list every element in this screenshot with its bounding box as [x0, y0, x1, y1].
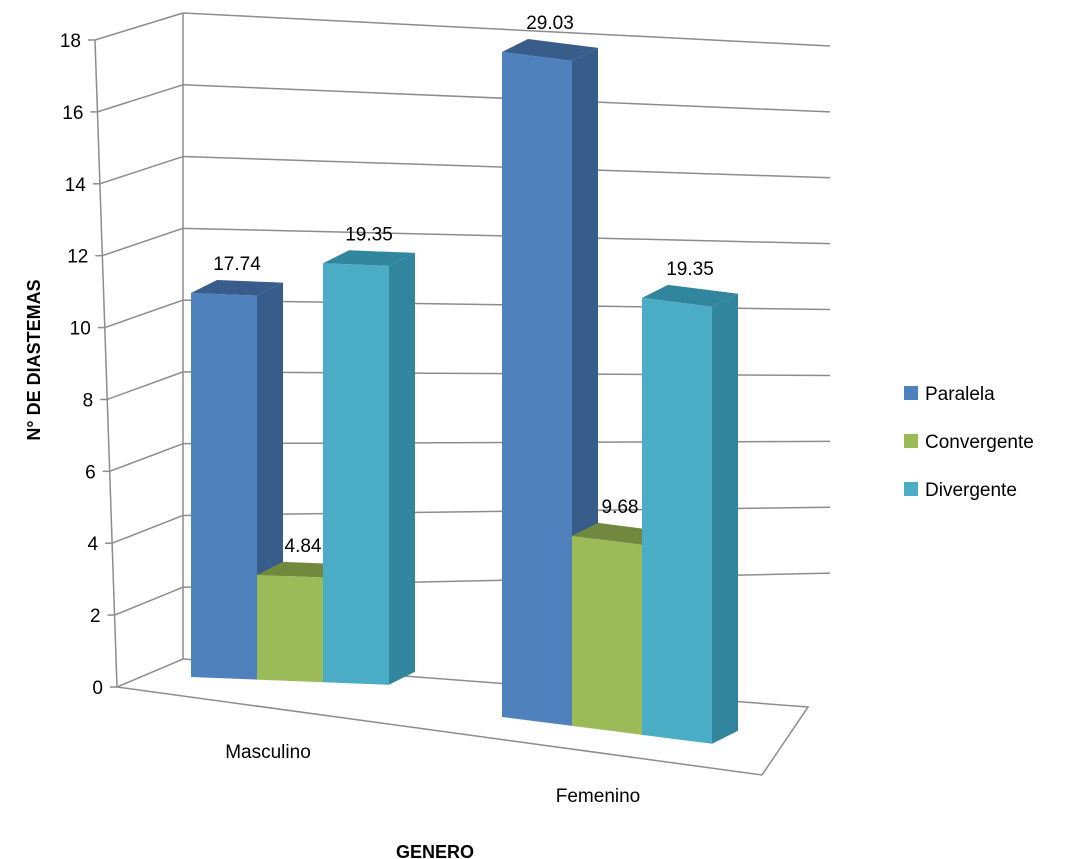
legend-swatch: [904, 434, 918, 448]
bar-front: [572, 535, 642, 735]
bar-side: [712, 293, 738, 744]
legend-label: Paralela: [925, 384, 995, 405]
legend-swatch: [904, 386, 918, 400]
bars: [191, 39, 738, 744]
bar-front: [323, 263, 389, 685]
category-label: Masculino: [225, 742, 311, 763]
y-tick-label: 14: [65, 175, 87, 196]
gridline-side: [102, 227, 184, 257]
legend-item: Paralela: [904, 384, 995, 405]
data-label: 17.74: [213, 254, 261, 275]
chart-floor: [114, 658, 810, 776]
gridline-side: [97, 84, 184, 113]
bar-side: [389, 252, 415, 685]
y-tick-label: 10: [70, 319, 91, 340]
legend-item: Divergente: [904, 480, 1017, 501]
bar-top: [502, 39, 598, 61]
bar-top: [191, 280, 283, 296]
data-labels: 17.74 4.84 19.35 29.03 9.68 19.35: [213, 13, 714, 557]
category-label: Femenino: [556, 786, 641, 807]
gridline-side: [99, 155, 184, 185]
chart-walls: [94, 13, 810, 776]
data-label: 19.35: [345, 224, 393, 245]
data-label: 19.35: [666, 259, 714, 280]
legend-label: Convergente: [925, 432, 1034, 453]
gridline-back: [182, 12, 831, 47]
y-tick-label: 6: [85, 462, 96, 483]
gridline-side: [94, 12, 184, 41]
bar-front: [642, 297, 712, 744]
bar-front: [257, 574, 323, 683]
legend-item: Convergente: [904, 432, 1034, 453]
y-tick-label: 18: [60, 31, 81, 52]
legend: Paralela Convergente Divergente: [904, 384, 1034, 501]
data-label: 4.84: [285, 536, 322, 557]
y-axis-line: [94, 39, 118, 688]
bar-front: [191, 293, 257, 680]
y-tick-labels: 0 2 4 6 8 10 12 14 16 18: [60, 31, 117, 699]
data-label: 29.03: [526, 13, 574, 34]
y-axis-title: N° DE DIASTEMAS: [24, 279, 44, 440]
y-tick-label: 2: [90, 606, 101, 627]
gridline-side: [104, 299, 184, 329]
bar-top: [642, 284, 738, 307]
x-axis-title: GENERO: [396, 842, 474, 859]
y-tick-label: 16: [62, 103, 83, 124]
legend-swatch: [904, 482, 918, 496]
bar-divergente-femenino: [642, 284, 738, 744]
gridline-side: [106, 371, 184, 401]
gridline-side: [109, 442, 184, 473]
bar-front: [502, 52, 572, 726]
gridline-side: [111, 514, 184, 544]
y-tick-label: 4: [88, 534, 99, 555]
y-tick-label: 8: [83, 390, 94, 411]
bar-top: [323, 250, 415, 266]
category-labels: Masculino Femenino: [225, 742, 640, 807]
legend-label: Divergente: [925, 480, 1017, 501]
bar-paralela-masculino: [191, 280, 283, 680]
y-tick-label: 0: [92, 678, 103, 699]
gridline-side: [114, 586, 184, 616]
y-tick-label: 12: [67, 247, 88, 268]
bar-divergente-masculino: [323, 250, 415, 685]
data-label: 9.68: [602, 497, 639, 518]
